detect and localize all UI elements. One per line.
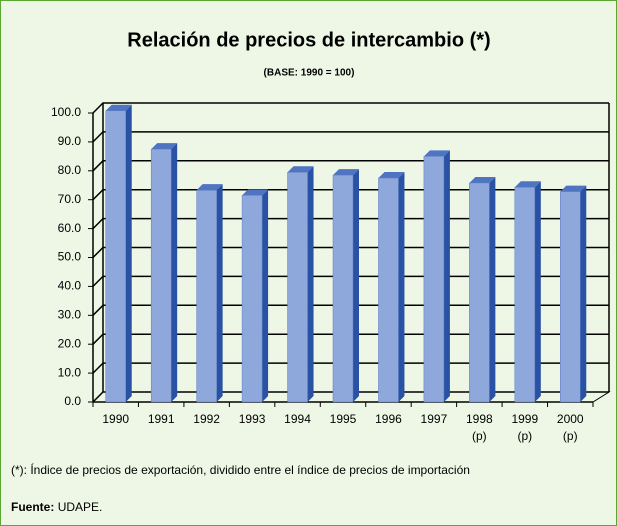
chart-title: Relación de precios de intercambio (*)	[127, 29, 490, 51]
bar	[469, 182, 490, 403]
y-tick-label: 40.0	[58, 279, 82, 293]
bar-side	[171, 143, 178, 402]
bar-top	[469, 176, 496, 183]
chart-subtitle: (BASE: 1990 = 100)	[264, 68, 355, 79]
x-tick-label: 1997	[420, 412, 448, 426]
bar-side	[307, 166, 314, 402]
bar-side	[489, 176, 496, 402]
footnote: (*): Índice de precios de exportación, d…	[11, 463, 470, 477]
y-tick-label: 50.0	[58, 250, 82, 264]
bar	[287, 171, 308, 403]
x-tick-label: 1995	[329, 412, 357, 426]
bar-side	[262, 189, 269, 402]
bar-side	[534, 181, 541, 402]
x-tick-label: 1991	[147, 412, 175, 426]
bar	[196, 189, 217, 403]
x-tick-label: 1993	[238, 412, 266, 426]
y-tick-label: 30.0	[58, 307, 82, 321]
x-tick-label: 1994	[284, 412, 311, 426]
bar-side	[398, 172, 405, 402]
bar	[332, 174, 354, 403]
bar-top	[378, 172, 405, 179]
grid-line	[92, 102, 609, 114]
bar-top	[105, 104, 132, 111]
bar	[241, 195, 263, 403]
x-tick-label: 1992	[193, 412, 220, 426]
bar	[514, 187, 536, 403]
y-tick-label: 10.0	[58, 365, 82, 379]
y-tick-label: 100.0	[51, 105, 81, 119]
grid-line	[92, 131, 609, 143]
bar-top	[242, 189, 269, 196]
source: Fuente: UDAPE.	[11, 500, 102, 514]
x-tick-label: 1996	[375, 412, 402, 426]
bar-top	[196, 184, 223, 191]
bar	[423, 156, 445, 403]
bar-top	[287, 166, 314, 173]
x-tick-label: 1990	[102, 412, 130, 426]
bar-top	[560, 185, 587, 192]
x-tick-label: 1999 (p)	[511, 412, 539, 443]
y-tick-label: 60.0	[58, 221, 82, 235]
bar-top	[514, 181, 541, 188]
source-label: Fuente:	[11, 500, 55, 514]
y-tick-label: 80.0	[58, 163, 82, 177]
y-tick-label: 90.0	[58, 134, 82, 148]
bar-side	[353, 169, 359, 402]
bar	[105, 110, 126, 403]
bar-top	[151, 143, 178, 150]
bar-side	[216, 184, 223, 402]
bar-side	[580, 185, 587, 402]
bar-top	[333, 169, 359, 176]
y-tick-label: 70.0	[58, 192, 82, 206]
y-tick-label: 20.0	[58, 336, 82, 350]
source-text: UDAPE.	[57, 500, 103, 514]
bar	[560, 191, 581, 403]
x-tick-label: 2000 (p)	[556, 412, 584, 443]
x-tick-label: 1998 (p)	[466, 412, 493, 443]
bar	[150, 148, 172, 403]
bar	[378, 177, 399, 403]
bar-side	[443, 150, 450, 402]
bar-side	[125, 104, 132, 403]
y-tick-label: 0.0	[64, 394, 81, 408]
bar-top	[423, 150, 450, 157]
